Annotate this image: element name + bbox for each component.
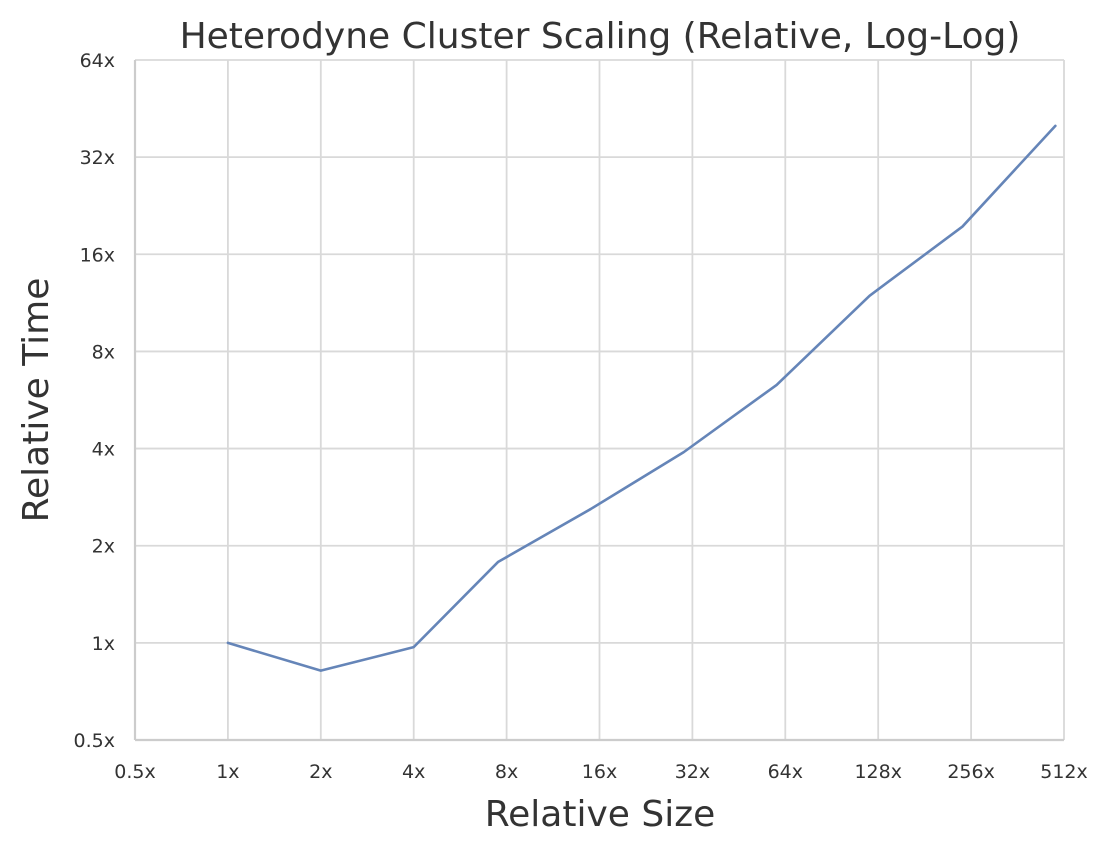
x-tick-label: 64x: [768, 761, 803, 783]
x-tick-label: 4x: [402, 761, 425, 783]
grid: [134, 59, 1065, 741]
x-tick-labels: 0.5x 1x 2x 4x 8x 16x 32x 64x 128x 256x 512x: [114, 761, 1087, 783]
y-axis-label: Relative Time: [16, 278, 57, 523]
x-tick-label: 1x: [216, 761, 239, 783]
y-tick-label: 1x: [92, 633, 115, 655]
x-tick-label: 2x: [309, 761, 332, 783]
x-tick-label: 0.5x: [114, 761, 155, 783]
y-tick-label: 4x: [92, 439, 115, 461]
y-tick-labels: 0.5x 1x 2x 4x 8x 16x 32x 64x: [74, 50, 115, 752]
chart-title: Heterodyne Cluster Scaling (Relative, Lo…: [180, 16, 1021, 57]
y-tick-label: 8x: [92, 341, 115, 363]
x-axis-label: Relative Size: [485, 794, 716, 835]
series-line-0: [226, 124, 1057, 672]
x-tick-label: 8x: [495, 761, 518, 783]
y-tick-label: 0.5x: [74, 730, 115, 752]
y-tick-label: 2x: [92, 536, 115, 558]
axes: [133, 60, 1064, 742]
x-tick-label: 128x: [854, 761, 902, 783]
x-tick-label: 256x: [947, 761, 995, 783]
y-tick-label: 64x: [80, 50, 115, 72]
x-tick-label: 512x: [1040, 761, 1088, 783]
series-group: [226, 124, 1057, 672]
x-tick-label: 16x: [582, 761, 617, 783]
y-tick-label: 16x: [80, 244, 115, 266]
x-tick-label: 32x: [675, 761, 710, 783]
y-tick-label: 32x: [80, 147, 115, 169]
